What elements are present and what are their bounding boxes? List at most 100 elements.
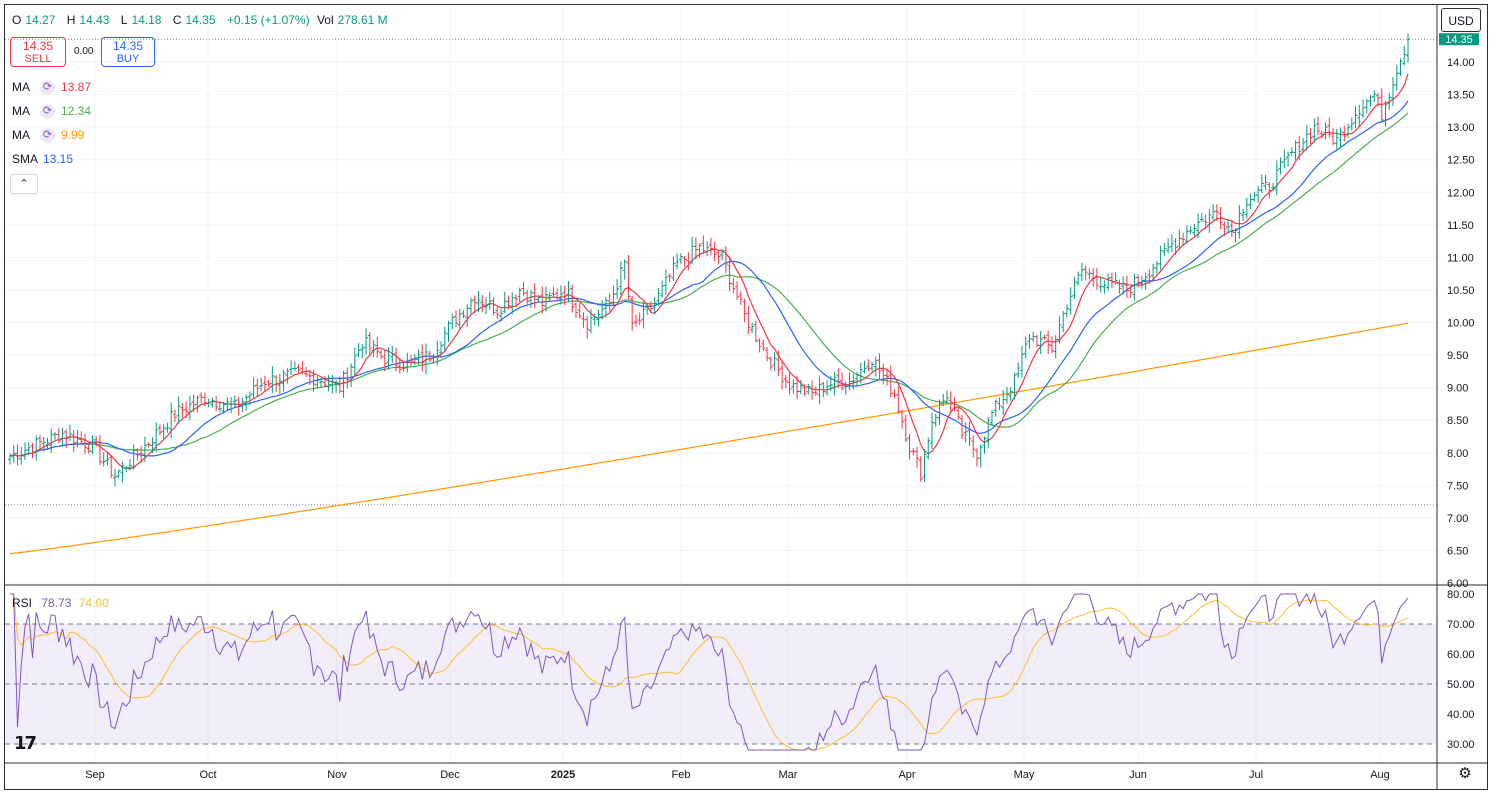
ohlc-bar (600, 300, 605, 320)
ohlc-bar (832, 372, 837, 396)
ohlc-bar (678, 253, 683, 264)
ohlc-bar (1297, 135, 1302, 161)
last-price-tag-label: 14.35 (1445, 34, 1473, 46)
ohlc-bar (963, 422, 968, 443)
ohlc-bar (131, 444, 136, 470)
ohlc-bar (937, 399, 942, 425)
ohlc-bar (558, 285, 563, 305)
refresh-icon[interactable]: ⟳ (40, 128, 55, 144)
gear-icon[interactable]: ⚙ (1458, 765, 1472, 782)
ohlc-bar (858, 362, 863, 384)
ohlc-bar (1016, 362, 1021, 378)
indicator-ma-green[interactable]: MA ⟳ 12.34 (12, 103, 91, 120)
currency-button[interactable]: USD (1441, 8, 1481, 32)
ohlc-bar (667, 273, 672, 282)
ohlc-bar (1031, 331, 1036, 342)
ohlc-bar (1233, 228, 1238, 243)
time-tick-label: Nov (327, 769, 347, 781)
ohlc-bar (195, 395, 200, 413)
refresh-icon[interactable]: ⟳ (40, 104, 55, 120)
price-tick-label: 8.00 (1447, 448, 1468, 460)
indicator-sma[interactable]: SMA 13.15 (12, 151, 73, 167)
ohlc-bar (1211, 204, 1216, 221)
ohlc-bar (1121, 276, 1126, 295)
ohlc-bar (480, 295, 485, 312)
ohlc-bar (915, 446, 920, 468)
ohlc-bar (866, 359, 871, 372)
ohlc-bar (19, 447, 24, 465)
ohlc-bar (375, 336, 380, 359)
ohlc-bar (551, 286, 556, 298)
ohlc-bar (611, 285, 616, 307)
ohlc-bar (439, 341, 444, 357)
ohlc-bar (1214, 204, 1219, 222)
ohlc-bar (798, 379, 803, 395)
ohlc-bar (615, 279, 620, 300)
ohlc-bar (240, 397, 245, 412)
ohlc-bar (337, 376, 342, 394)
ohlc-bar (1166, 238, 1171, 254)
ohlc-bar (1289, 147, 1294, 157)
volume-label: Vol (316, 13, 334, 27)
ohlc-bar (60, 427, 65, 447)
indicator-ma-red[interactable]: MA ⟳ 13.87 (12, 79, 91, 96)
ohlc-bar (199, 392, 204, 403)
ohlc-bar (982, 436, 987, 454)
ohlc-bar (154, 422, 159, 453)
ohlc-bar (716, 250, 721, 265)
ohlc-bar (682, 255, 687, 267)
ohlc-bar (1226, 220, 1231, 233)
ohlc-bar (1113, 272, 1118, 285)
ohlc-bar (465, 304, 470, 327)
ohlc-bar (319, 378, 324, 388)
ohlc-bar (1402, 46, 1407, 66)
ohlc-bar (1312, 118, 1317, 143)
ohlc-bar (753, 320, 758, 343)
ohlc-bar (660, 280, 665, 298)
ohlc-bar (877, 353, 882, 379)
ohlc-bar (1162, 242, 1167, 256)
ohlc-bar (1192, 223, 1197, 237)
rsi-line (10, 592, 1409, 751)
ohlc-bar (521, 281, 526, 296)
ohlc-bar (1274, 160, 1279, 196)
ohlc-bar (97, 435, 102, 466)
price-tick-label: 7.00 (1447, 513, 1468, 525)
rsi-value: 78.73 (41, 596, 72, 610)
high-value: 14.43 (79, 13, 110, 27)
price-tick-label: 13.50 (1447, 90, 1475, 102)
ohlc-bar (989, 410, 994, 427)
ohlc-bar (813, 386, 818, 397)
collapse-legend-button[interactable]: ⌃ (10, 174, 38, 194)
buy-button[interactable]: 14.35 BUY (101, 37, 155, 67)
buy-price: 14.35 (112, 39, 144, 53)
axes: 14.00 13.50 13.00 12.50 12.00 11.50 11.00 10.50… (5, 5, 1488, 789)
ohlc-bar (1398, 58, 1403, 76)
ohlc-bar (1271, 182, 1276, 191)
ohlc-bar (1229, 219, 1234, 238)
ohlc-bar (787, 372, 792, 395)
ohlc-bar (1173, 238, 1178, 255)
ohlc-bar (56, 428, 61, 443)
ohlc-bar (1169, 234, 1174, 253)
price-tick-label: 9.00 (1447, 383, 1468, 395)
ohlc-bar (1349, 117, 1354, 131)
sell-button[interactable]: 14.35 SELL (10, 37, 66, 67)
indicator-name: MA (12, 104, 30, 118)
ohlc-bar (750, 322, 755, 334)
ohlc-bar (22, 442, 27, 461)
ohlc-bar (1361, 99, 1366, 119)
ohlc-bar (341, 370, 346, 398)
ohlc-bar (345, 367, 350, 389)
ohlc-bar (274, 374, 279, 393)
ohlc-bar (262, 375, 267, 392)
refresh-icon[interactable]: ⟳ (40, 80, 55, 96)
indicator-ma-orange[interactable]: MA ⟳ 9.99 (12, 127, 84, 144)
close-label: C (172, 13, 182, 27)
ohlc-bar (424, 343, 429, 375)
ohlc-bar (630, 295, 635, 332)
price-tick-label: 13.00 (1447, 122, 1475, 134)
ohlc-bar (828, 375, 833, 392)
ohlc-bar (75, 430, 80, 448)
